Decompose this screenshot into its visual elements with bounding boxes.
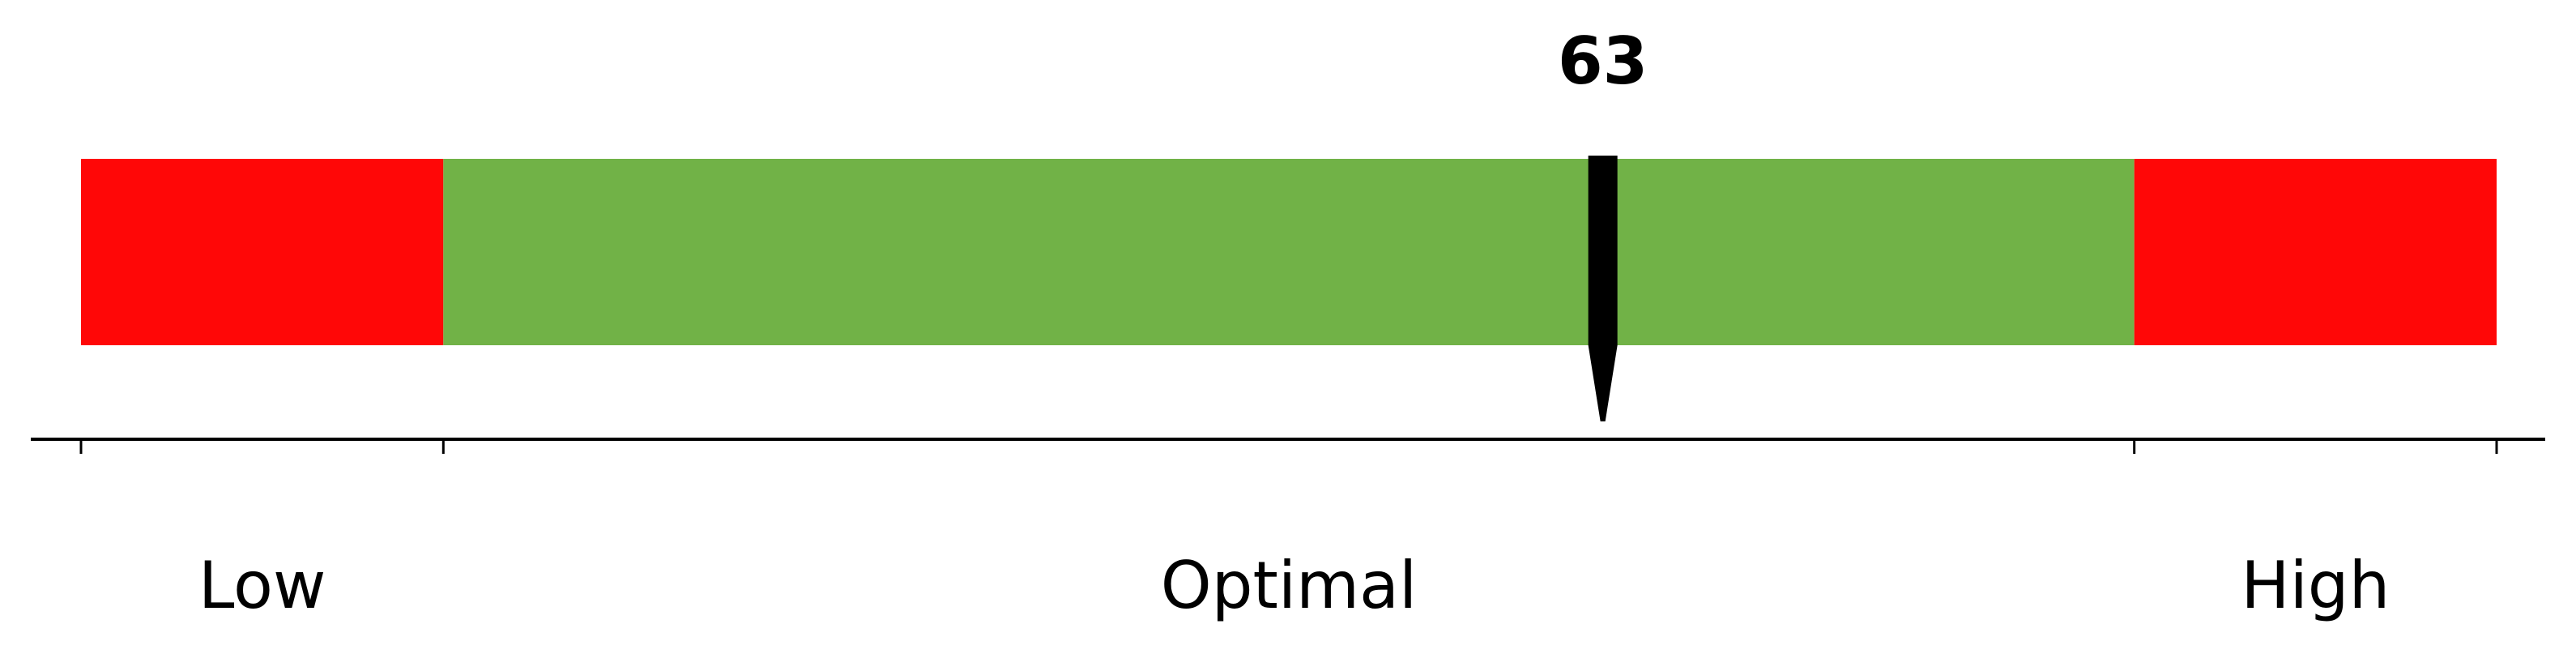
segment-label-low: Low — [198, 548, 326, 623]
gauge-segment-optimal — [443, 159, 2135, 345]
segment-label-optimal: Optimal — [1161, 548, 1418, 623]
value-pointer — [1588, 156, 1618, 421]
gauge-segment-high — [2134, 159, 2497, 345]
value-label: 63 — [1558, 24, 1648, 99]
gauge-segment-low — [81, 159, 444, 345]
gauge-segments — [81, 159, 2497, 345]
gauge-ticks — [79, 439, 2498, 454]
segment-label-high: High — [2241, 548, 2390, 623]
gauge-pointer — [1588, 156, 1618, 421]
segment-labels: Low Optimal High — [198, 548, 2390, 623]
